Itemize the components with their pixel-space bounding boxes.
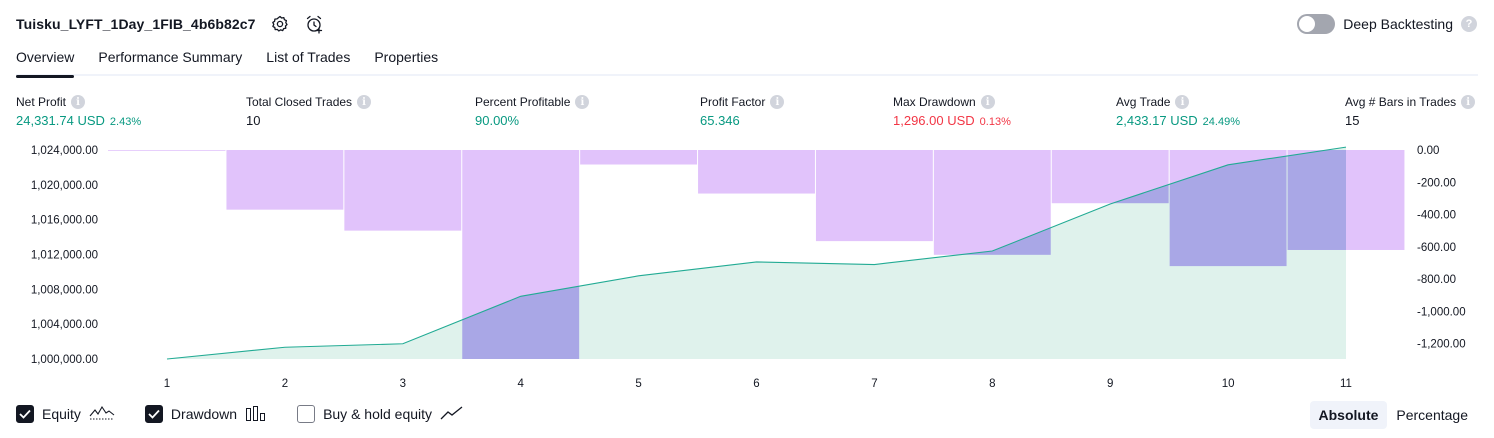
deep-backtesting: Deep Backtesting ? [1297,12,1477,36]
drawdown-bar [580,150,698,165]
y-right-tick-label: -400.00 [1417,210,1456,222]
drawdown-bar [815,150,933,242]
metric-value: 24,331.74 USD [16,113,105,128]
x-tick-label: 5 [635,378,641,390]
metric-profit-factor: Profit Factor i 65.346 [700,94,785,128]
drawdown-bar [226,150,344,210]
info-icon[interactable]: i [770,95,785,109]
x-tick-label: 1 [164,378,170,390]
drawdown-checkbox[interactable] [144,405,163,423]
deep-backtesting-label: Deep Backtesting [1343,16,1453,32]
equity-area [167,147,1346,359]
alarm-clock-plus-icon[interactable] [304,14,324,34]
tab-bar: Overview Performance Summary List of Tra… [16,46,1478,78]
chart-axes: 1,024,000.00 1,020,000.00 1,016,000.00 1,01… [31,145,1466,390]
buy-hold-line-icon [440,404,464,425]
title-row: Tuisku_LYFT_1Day_1FIB_4b6b82c7 [16,12,324,36]
metric-percent: 2.43% [109,116,142,128]
metric-avg-bars-in-trades: Avg # Bars in Trades i 15 [1345,94,1476,128]
drawdown-bar [698,150,815,194]
metric-percent: 24.49% [1202,116,1240,128]
metric-value: 2,433.17 USD [1116,113,1198,128]
legend-label: Buy & hold equity [323,406,433,422]
y-left-tick-label: 1,016,000.00 [31,215,98,227]
legend-equity[interactable]: Equity [16,404,115,425]
legend-label: Equity [42,406,81,422]
metric-value: 15 [1345,113,1360,128]
x-tick-label: 2 [282,378,288,390]
scale-toggle: Absolute Percentage [1309,400,1478,430]
drawdown-overlap-bar [1287,150,1346,250]
x-tick-label: 3 [400,378,406,390]
y-right-tick-label: -1,200.00 [1417,339,1466,351]
drawdown-bar [108,150,226,151]
y-left-tick-label: 1,020,000.00 [31,180,98,192]
y-left-tick-label: 1,024,000.00 [31,145,98,157]
buy-hold-checkbox[interactable] [297,405,316,423]
tab-overview[interactable]: Overview [16,46,75,78]
y-right-tick-label: 0.00 [1417,145,1439,157]
metric-avg-trade: Avg Trade i 2,433.17 USD 24.49% [1116,94,1240,128]
x-tick-label: 6 [753,378,759,390]
x-tick-label: 10 [1222,378,1235,390]
x-tick-label: 9 [1107,378,1113,390]
chart-legend: Equity Drawdown Buy & hold equity [16,403,494,425]
tab-performance-summary[interactable]: Performance Summary [98,49,243,65]
metric-value: 90.00% [475,113,520,128]
equity-line [166,146,1347,360]
legend-drawdown[interactable]: Drawdown [144,404,267,425]
y-right-tick-label: -1,000.00 [1417,306,1466,318]
equity-line-group [166,146,1347,360]
tab-properties[interactable]: Properties [374,49,439,65]
tab-list-of-trades[interactable]: List of Trades [266,49,351,65]
metric-label: Avg Trade [1116,95,1171,109]
help-icon[interactable]: ? [1461,16,1477,32]
info-icon[interactable]: i [980,95,995,109]
gear-icon[interactable] [270,14,290,34]
info-icon[interactable]: i [1175,95,1190,109]
metric-label: Profit Factor [700,95,766,109]
metric-label: Percent Profitable [475,95,571,109]
strategy-title: Tuisku_LYFT_1Day_1FIB_4b6b82c7 [16,16,256,32]
x-tick-label: 7 [871,378,877,390]
equity-drawdown-chart[interactable]: 1,024,000.00 1,020,000.00 1,016,000.00 1,01… [0,138,1494,394]
metric-percent-profitable: Percent Profitable i 90.00% [475,94,590,128]
y-left-tick-label: 1,012,000.00 [31,250,98,262]
y-right-tick-label: -200.00 [1417,177,1456,189]
drawdown-bar [344,150,462,231]
y-left-tick-label: 1,000,000.00 [31,354,98,366]
x-tick-label: 11 [1340,378,1352,390]
legend-buy-hold-equity[interactable]: Buy & hold equity [297,404,464,425]
metric-value: 65.346 [700,113,740,128]
y-right-tick-label: -600.00 [1417,242,1456,254]
equity-area-fill [167,147,1346,359]
percentage-button[interactable]: Percentage [1396,407,1468,423]
toggle-knob [1299,16,1316,32]
absolute-button[interactable]: Absolute [1309,401,1388,429]
info-icon[interactable]: i [357,95,372,109]
metric-label: Total Closed Trades [246,95,353,109]
metric-max-drawdown: Max Drawdown i 1,296.00 USD 0.13% [893,94,1011,128]
info-icon[interactable]: i [71,95,86,109]
deep-backtesting-toggle[interactable] [1297,14,1336,34]
metric-label: Net Profit [16,95,67,109]
y-right-tick-label: -800.00 [1417,274,1456,286]
metric-label: Max Drawdown [893,95,976,109]
metric-value: 10 [246,113,261,128]
metric-label: Avg # Bars in Trades [1345,95,1457,109]
info-icon[interactable]: i [1461,95,1476,109]
info-icon[interactable]: i [575,95,590,109]
x-tick-label: 4 [517,378,524,390]
y-left-tick-label: 1,008,000.00 [31,284,98,296]
x-tick-label: 8 [989,378,995,390]
equity-line-icon [89,404,115,425]
y-left-tick-label: 1,004,000.00 [31,319,98,331]
drawdown-bars-icon [245,404,267,425]
metric-net-profit: Net Profit i 24,331.74 USD 2.43% [16,94,141,128]
equity-checkbox[interactable] [16,405,34,423]
metric-total-closed-trades: Total Closed Trades i 10 [246,94,372,128]
metric-percent: 0.13% [979,116,1011,128]
metric-value: 1,296.00 USD [893,113,975,128]
legend-label: Drawdown [170,406,238,422]
